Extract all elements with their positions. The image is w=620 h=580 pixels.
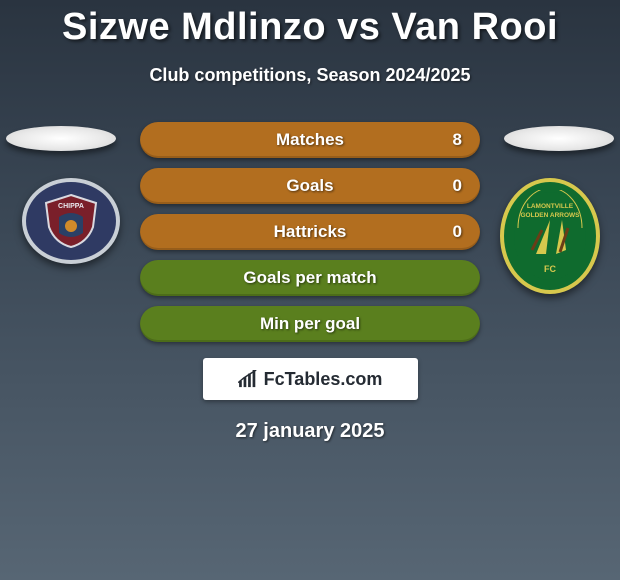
badge-right-text-top: LAMONTVILLE [527,203,574,210]
stat-label: Matches [276,130,344,150]
club-badge-left: CHIPPA [22,178,120,264]
stat-value: 0 [453,176,462,196]
stat-row-goals-per-match: Goals per match [140,260,480,296]
stat-label: Min per goal [260,314,360,334]
stat-value: 0 [453,222,462,242]
stat-row-matches: Matches 8 [140,122,480,158]
badge-right-text-bot: FC [544,264,556,274]
badge-right-text-mid: GOLDEN ARROWS [521,212,581,219]
stat-row-min-per-goal: Min per goal [140,306,480,342]
date-label: 27 january 2025 [0,420,620,443]
player-photo-right [504,126,614,151]
shield-icon: CHIPPA [41,193,101,249]
stat-row-hattricks: Hattricks 0 [140,214,480,250]
badge-left-text: CHIPPA [58,203,84,210]
stat-label: Hattricks [274,222,347,242]
stats-list: Matches 8 Goals 0 Hattricks 0 Goals per … [140,122,480,342]
subtitle: Club competitions, Season 2024/2025 [0,65,620,86]
player-photo-left [6,126,116,151]
club-badge-right: LAMONTVILLE GOLDEN ARROWS FC [500,178,600,294]
stat-row-goals: Goals 0 [140,168,480,204]
bar-chart-icon [238,370,260,388]
stat-label: Goals [286,176,333,196]
brand-text: FcTables.com [264,369,383,390]
page-title: Sizwe Mdlinzo vs Van Rooi [0,0,620,49]
stat-label: Goals per match [243,268,376,288]
brand-box[interactable]: FcTables.com [203,358,418,400]
stat-value: 8 [453,130,462,150]
arrows-icon: LAMONTVILLE GOLDEN ARROWS FC [512,190,588,282]
